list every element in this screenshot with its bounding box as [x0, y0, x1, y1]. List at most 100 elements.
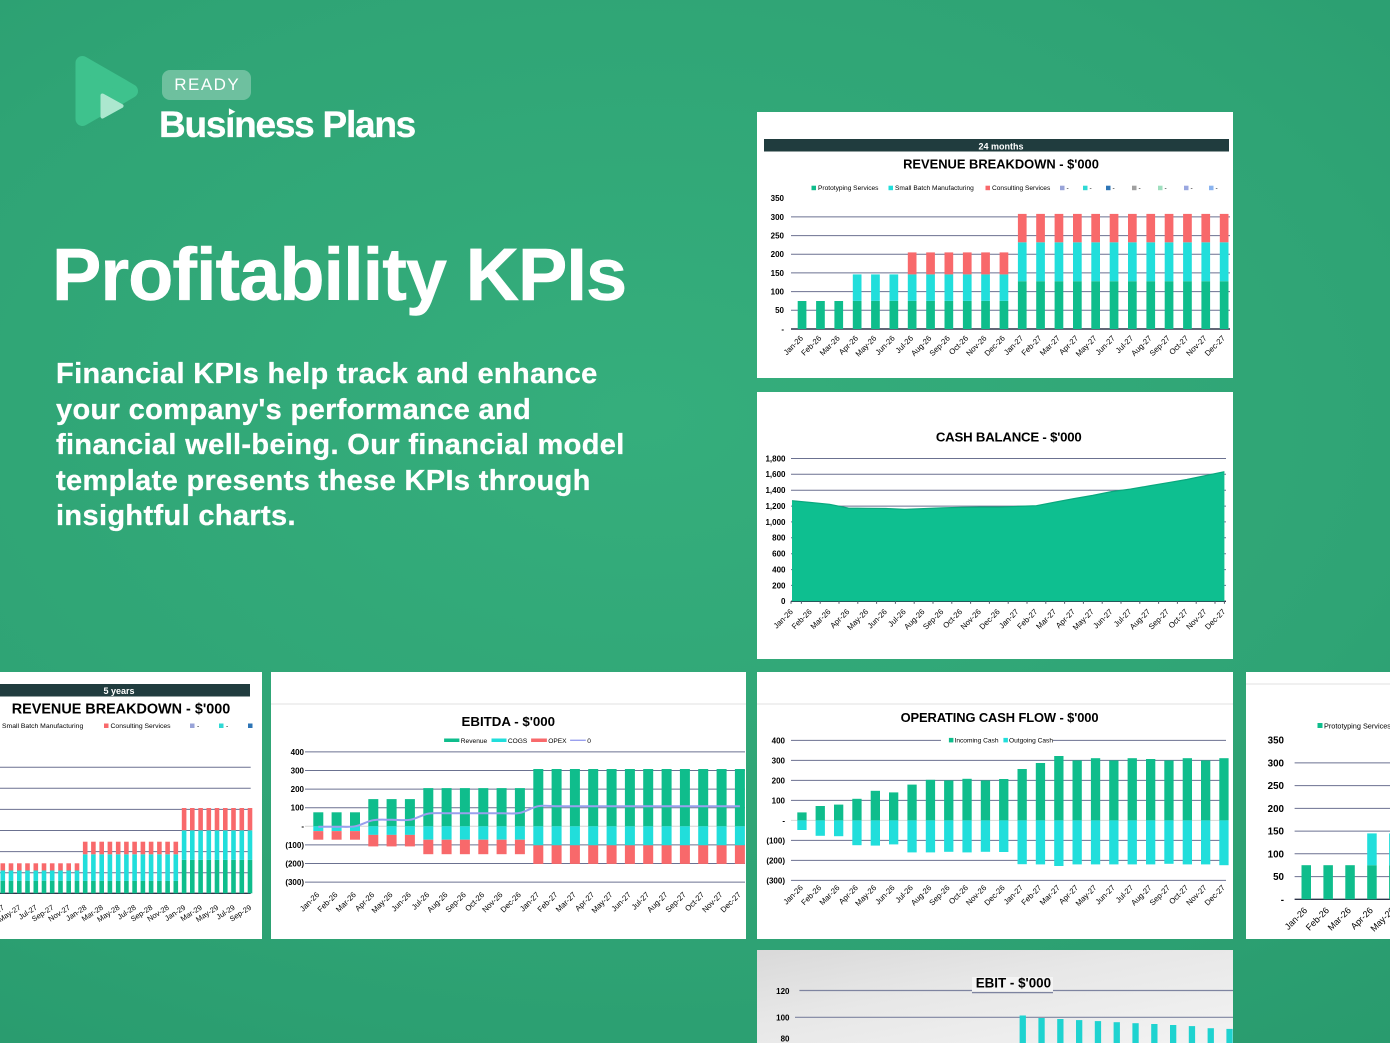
svg-text:50: 50 — [1273, 872, 1284, 883]
svg-text:200: 200 — [1268, 804, 1285, 815]
svg-text:Small Batch Manufacturing: Small Batch Manufacturing — [2, 723, 83, 730]
svg-text:Sep-26: Sep-26 — [928, 334, 952, 358]
svg-text:200: 200 — [771, 250, 785, 259]
svg-text:Jun-26: Jun-26 — [866, 607, 889, 630]
svg-text:(100): (100) — [766, 836, 785, 845]
svg-text:-: - — [1216, 185, 1218, 192]
svg-text:Jun-27: Jun-27 — [610, 890, 633, 913]
svg-text:0: 0 — [587, 738, 591, 745]
svg-text:-: - — [1165, 185, 1167, 192]
svg-text:150: 150 — [771, 269, 785, 278]
svg-text:Sep-27: Sep-27 — [1147, 607, 1171, 631]
svg-text:COGS: COGS — [508, 738, 528, 745]
svg-text:Outgoing Cash: Outgoing Cash — [1009, 738, 1053, 745]
svg-text:800: 800 — [772, 534, 786, 543]
svg-text:-: - — [1191, 185, 1193, 192]
svg-text:0: 0 — [781, 597, 786, 606]
svg-text:200: 200 — [772, 776, 786, 785]
svg-text:(300): (300) — [766, 876, 785, 885]
svg-text:350: 350 — [771, 194, 785, 203]
svg-text:OPEX: OPEX — [548, 738, 567, 745]
svg-text:OPERATING CASH FLOW - $'000: OPERATING CASH FLOW - $'000 — [901, 710, 1099, 725]
svg-text:Dec-27: Dec-27 — [1203, 607, 1227, 631]
svg-text:400: 400 — [772, 566, 786, 575]
svg-text:400: 400 — [291, 748, 305, 757]
svg-text:Dec-26: Dec-26 — [499, 890, 523, 914]
svg-text:600: 600 — [772, 550, 786, 559]
svg-text:250: 250 — [771, 232, 785, 241]
svg-text:Dec-26: Dec-26 — [983, 334, 1007, 358]
svg-text:Jun-26: Jun-26 — [873, 334, 896, 357]
svg-text:Revenue: Revenue — [461, 738, 488, 745]
svg-text:24 months: 24 months — [978, 141, 1023, 151]
svg-text:Mar-27: Mar-27 — [1038, 334, 1062, 358]
svg-text:-: - — [1090, 185, 1092, 192]
svg-text:REVENUE BREAKDOWN - $'000: REVENUE BREAKDOWN - $'000 — [12, 702, 231, 718]
svg-text:Sep-26: Sep-26 — [921, 607, 945, 631]
svg-text:-: - — [1067, 185, 1069, 192]
svg-text:-: - — [301, 822, 304, 831]
svg-text:Prototyping Services: Prototyping Services — [1324, 722, 1390, 731]
svg-text:Dec-27: Dec-27 — [719, 890, 743, 914]
svg-text:120: 120 — [776, 987, 790, 996]
svg-text:Jun-27: Jun-27 — [1094, 883, 1117, 906]
svg-text:1,400: 1,400 — [765, 486, 786, 495]
svg-text:Sep-27: Sep-27 — [1148, 883, 1172, 907]
svg-text:200: 200 — [291, 785, 305, 794]
svg-text:EBITDA - $'000: EBITDA - $'000 — [462, 714, 556, 729]
svg-text:May-27: May-27 — [1071, 607, 1096, 632]
svg-text:(200): (200) — [766, 856, 785, 865]
svg-text:1,200: 1,200 — [765, 502, 786, 511]
svg-text:Jun-26: Jun-26 — [390, 890, 413, 913]
svg-text:Dec-26: Dec-26 — [978, 607, 1002, 631]
svg-text:Mar-27: Mar-27 — [554, 890, 578, 914]
svg-text:-: - — [226, 723, 228, 730]
svg-text:Mar-26: Mar-26 — [818, 334, 842, 358]
svg-text:Mar-26: Mar-26 — [809, 607, 833, 631]
svg-text:50: 50 — [775, 306, 784, 315]
svg-text:(200): (200) — [285, 859, 304, 868]
svg-text:100: 100 — [1268, 849, 1285, 860]
svg-text:-: - — [197, 723, 199, 730]
svg-text:-: - — [1281, 895, 1284, 906]
svg-text:350: 350 — [1268, 736, 1285, 747]
svg-text:-: - — [782, 816, 785, 825]
svg-text:-: - — [1139, 185, 1141, 192]
svg-text:150: 150 — [1268, 827, 1285, 838]
svg-text:Jun-27: Jun-27 — [1094, 334, 1117, 357]
svg-text:300: 300 — [771, 213, 785, 222]
svg-text:Sep-26: Sep-26 — [444, 890, 468, 914]
svg-text:Sep-27: Sep-27 — [1148, 334, 1172, 358]
svg-text:Mar-27: Mar-27 — [1038, 883, 1062, 907]
svg-text:-: - — [1113, 185, 1115, 192]
svg-text:300: 300 — [1268, 758, 1285, 769]
svg-text:1,800: 1,800 — [765, 454, 786, 463]
svg-text:(300): (300) — [285, 878, 304, 887]
svg-text:Sep-27: Sep-27 — [664, 890, 688, 914]
svg-text:1,000: 1,000 — [765, 518, 786, 527]
svg-text:Small Batch Manufacturing: Small Batch Manufacturing — [895, 185, 974, 192]
svg-text:May-27: May-27 — [1074, 334, 1099, 359]
svg-text:REVENUE BREAKDOWN - $'000: REVENUE BREAKDOWN - $'000 — [903, 157, 1099, 172]
svg-text:EBIT - $'000: EBIT - $'000 — [976, 975, 1051, 990]
svg-text:1,600: 1,600 — [765, 470, 786, 479]
svg-text:Dec-27: Dec-27 — [1203, 334, 1227, 358]
svg-text:Mar-26: Mar-26 — [1326, 905, 1353, 932]
svg-text:400: 400 — [772, 736, 786, 745]
svg-text:(100): (100) — [285, 841, 304, 850]
svg-text:200: 200 — [772, 581, 786, 590]
svg-text:Consulting Services: Consulting Services — [992, 185, 1051, 192]
svg-text:May-26: May-26 — [845, 607, 870, 632]
svg-text:100: 100 — [776, 1013, 790, 1022]
svg-text:Dec-27: Dec-27 — [1203, 883, 1227, 907]
svg-text:300: 300 — [772, 756, 786, 765]
svg-text:Mar-26: Mar-26 — [334, 890, 358, 914]
svg-text:300: 300 — [291, 766, 305, 775]
svg-text:CASH BALANCE - $'000: CASH BALANCE - $'000 — [936, 429, 1082, 444]
svg-text:Sep-26: Sep-26 — [927, 883, 951, 907]
svg-text:Dec-26: Dec-26 — [983, 883, 1007, 907]
svg-text:80: 80 — [781, 1035, 790, 1043]
svg-text:Consulting Services: Consulting Services — [111, 723, 172, 730]
svg-text:Feb-26: Feb-26 — [1304, 905, 1331, 932]
svg-text:Jun-26: Jun-26 — [873, 883, 896, 906]
